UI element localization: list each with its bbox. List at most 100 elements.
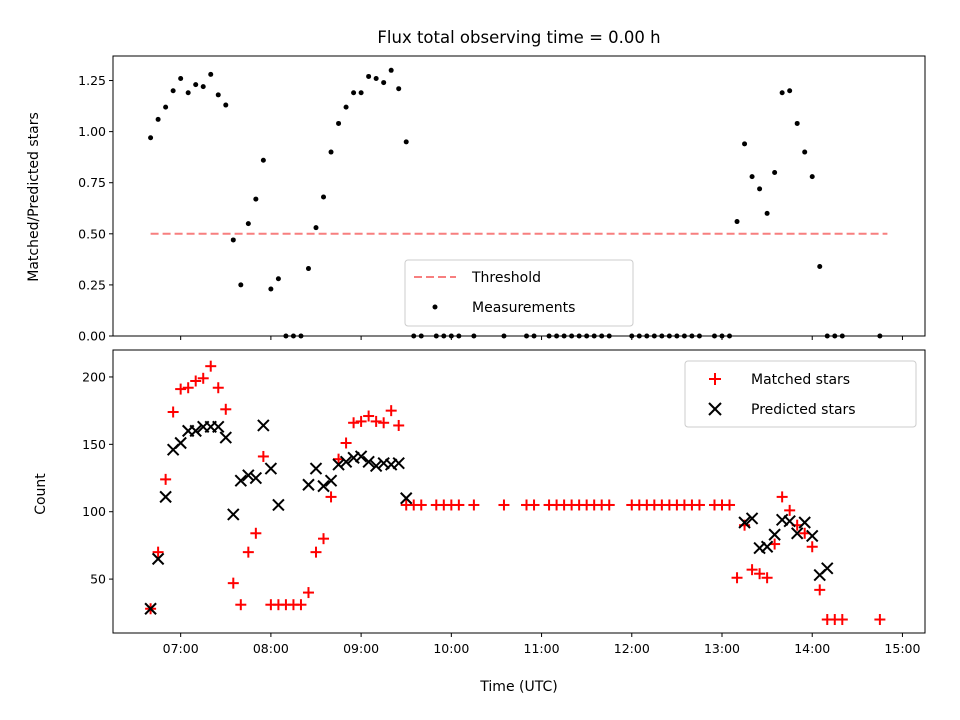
matched-star-point xyxy=(220,403,232,415)
bottom-axes-frame xyxy=(112,349,926,634)
top-chart-title: Flux total observing time = 0.00 h xyxy=(377,28,660,47)
legend-matched-label: Matched stars xyxy=(751,372,850,388)
matched-star-point xyxy=(874,614,886,626)
matched-star-point xyxy=(363,410,375,422)
predicted-star-point xyxy=(354,450,368,463)
predicted-star-point xyxy=(768,528,781,541)
measurement-point xyxy=(238,282,244,288)
matched-star-point xyxy=(152,546,164,558)
measurement-point xyxy=(155,116,161,122)
predicted-star-point xyxy=(392,456,405,470)
measurement-point xyxy=(336,120,342,126)
matched-star-point xyxy=(776,491,788,503)
measurement-point xyxy=(373,75,379,81)
bottom-plot-area: 50 100 150 200 07:00 08:00 09:00 10:00 11:00 12:0… xyxy=(82,360,920,656)
predicted-star-point xyxy=(174,436,187,450)
matched-star-point xyxy=(468,499,480,511)
measurement-point xyxy=(230,237,236,243)
top-y-tick-label: 0.75 xyxy=(78,175,106,190)
matched-star-point xyxy=(814,584,826,596)
matched-star-point xyxy=(227,577,239,589)
predicted-star-point xyxy=(821,562,834,575)
measurement-point xyxy=(396,86,402,92)
predicted-star-point xyxy=(332,458,345,471)
predicted-star-point xyxy=(249,471,263,485)
measurement-point xyxy=(779,90,785,96)
x-tick-label: 09:00 xyxy=(343,641,379,656)
measurement-point xyxy=(215,92,221,98)
matched-star-point xyxy=(393,419,405,431)
matched-star-point xyxy=(603,499,615,511)
top-y-tick-label: 0.50 xyxy=(78,226,106,241)
predicted-star-point xyxy=(212,420,225,434)
measurement-point xyxy=(321,194,327,200)
measurement-point xyxy=(734,219,740,225)
measurement-point xyxy=(148,135,154,141)
matched-star-point xyxy=(370,415,382,427)
predicted-star-point xyxy=(798,516,811,529)
x-tick-label: 12:00 xyxy=(614,641,650,656)
predicted-star-point xyxy=(227,508,240,521)
top-axes-frame xyxy=(112,55,926,337)
matched-star-point xyxy=(340,437,352,449)
matched-star-point xyxy=(182,382,194,394)
predicted-star-point xyxy=(324,474,338,487)
matched-star-point xyxy=(385,405,397,417)
measurement-point xyxy=(260,157,266,163)
predicted-star-point xyxy=(219,431,232,444)
x-tick-label: 14:00 xyxy=(794,641,830,656)
bottom-y-axis-label: Count xyxy=(33,473,49,515)
matched-star-point xyxy=(242,546,254,558)
predicted-star-point xyxy=(189,424,202,438)
matched-star-point xyxy=(836,614,848,626)
matched-star-point xyxy=(806,541,818,553)
legend-predicted-swatch xyxy=(708,402,722,416)
measurement-point xyxy=(208,71,214,77)
legend-predicted-label: Predicted stars xyxy=(751,402,856,418)
measurement-point xyxy=(366,73,372,79)
predicted-star-point xyxy=(806,529,819,543)
predicted-star-point xyxy=(783,514,796,528)
predicted-star-point xyxy=(242,469,255,482)
bottom-y-tick-label: 100 xyxy=(82,504,106,519)
measurement-point xyxy=(163,104,169,110)
measurement-point xyxy=(351,90,357,96)
matched-star-point xyxy=(250,527,262,539)
legend-measurements-label: Measurements xyxy=(472,300,575,316)
x-tick-label: 15:00 xyxy=(884,641,920,656)
measurement-point xyxy=(253,196,259,202)
measurement-point xyxy=(809,174,815,180)
predicted-star-point xyxy=(738,516,751,529)
bottom-panel: Count Time (UTC) 50 100 150 200 07:00 08:00 09… xyxy=(33,349,926,695)
matched-star-point xyxy=(731,572,743,584)
measurement-point xyxy=(200,84,206,90)
matched-star-point xyxy=(295,599,307,611)
measurement-point xyxy=(313,225,319,231)
matched-star-point xyxy=(453,499,465,511)
measurement-point xyxy=(343,104,349,110)
matched-star-point xyxy=(724,499,736,511)
matched-star-point xyxy=(693,499,705,511)
matched-star-point xyxy=(167,406,179,418)
measurement-point xyxy=(328,149,334,155)
predicted-star-point xyxy=(760,540,774,553)
measurement-point xyxy=(305,266,311,272)
bottom-y-tick-label: 50 xyxy=(90,572,106,587)
predicted-star-point xyxy=(257,419,270,432)
measurement-point xyxy=(178,75,184,81)
measurement-point xyxy=(817,264,823,270)
x-tick-label: 13:00 xyxy=(704,641,740,656)
top-legend-box xyxy=(404,259,634,327)
matched-star-point xyxy=(498,499,510,511)
measurement-point xyxy=(381,80,387,86)
bottom-x-axis-label: Time (UTC) xyxy=(479,679,557,695)
predicted-star-point xyxy=(144,602,157,615)
matched-star-point xyxy=(302,587,314,599)
matched-star-point xyxy=(175,383,187,395)
measurement-point xyxy=(170,88,176,94)
bottom-y-tick-label: 150 xyxy=(82,437,106,452)
measurement-point xyxy=(794,120,800,126)
predicted-star-point xyxy=(151,552,165,566)
matched-star-point xyxy=(257,450,269,462)
measurement-point xyxy=(193,82,199,88)
